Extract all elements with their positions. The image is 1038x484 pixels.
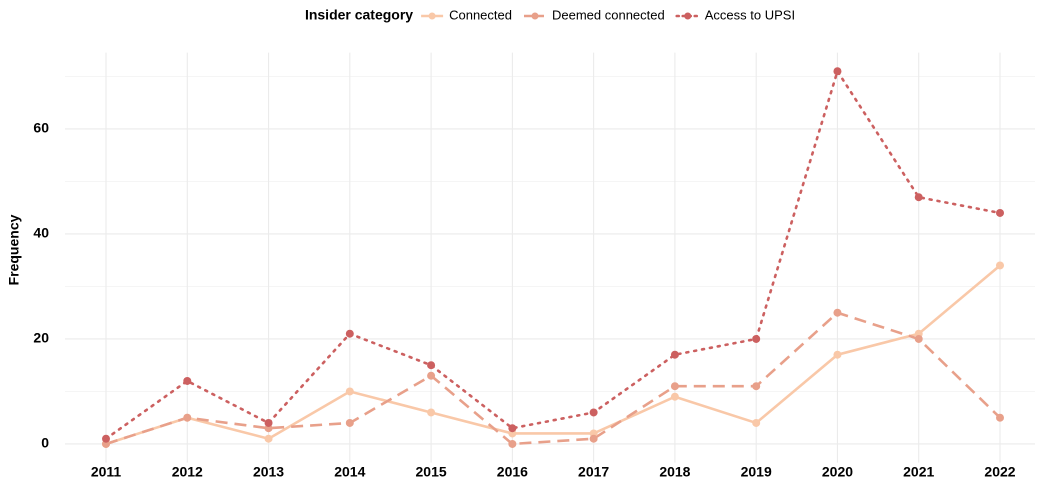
x-tick-label: 2022 <box>984 464 1015 480</box>
data-point <box>508 439 517 448</box>
y-tick-label: 40 <box>33 225 49 241</box>
legend-key-point <box>684 12 692 20</box>
x-tick-label: 2019 <box>741 464 772 480</box>
legend-label: Deemed connected <box>552 7 665 22</box>
x-tick-label: 2011 <box>91 464 122 480</box>
x-tick-label: 2020 <box>822 464 853 480</box>
data-point <box>996 261 1004 270</box>
data-point <box>670 350 679 359</box>
data-point <box>508 424 517 433</box>
x-tick-label: 2013 <box>253 464 284 480</box>
data-point <box>752 418 761 427</box>
data-point <box>670 392 679 401</box>
y-tick-label: 0 <box>41 435 49 451</box>
data-point <box>996 413 1004 422</box>
data-point <box>183 413 192 422</box>
legend-item: Access to UPSI <box>675 7 795 22</box>
legend: Insider category Connected Deemed connecte… <box>305 7 795 23</box>
data-point <box>427 371 436 380</box>
legend-label: Connected <box>449 7 512 22</box>
legend-key-point <box>531 12 539 20</box>
legend-title: Insider category <box>305 7 413 23</box>
x-tick-label: 2012 <box>172 464 203 480</box>
series-line <box>105 264 1001 446</box>
x-tick-label: 2016 <box>497 464 528 480</box>
legend-item: Connected <box>421 7 512 22</box>
data-point <box>183 376 192 385</box>
data-point <box>914 334 923 343</box>
y-tick-label: 20 <box>33 330 49 346</box>
data-point <box>752 334 761 343</box>
x-tick-label: 2014 <box>334 464 365 480</box>
data-point <box>345 387 354 396</box>
data-point <box>345 329 354 338</box>
series-line <box>104 68 1002 441</box>
x-tick-label: 2021 <box>903 464 934 480</box>
data-point <box>996 208 1004 217</box>
data-point <box>427 408 436 417</box>
y-tick-label: 60 <box>33 120 49 136</box>
data-point <box>589 434 598 443</box>
x-tick-label: 2015 <box>416 464 447 480</box>
y-axis-label: Frequency <box>6 214 22 285</box>
data-point <box>427 361 436 370</box>
data-point <box>264 418 273 427</box>
series-line <box>105 311 1001 446</box>
data-point <box>670 382 679 391</box>
legend-key-point <box>428 12 436 20</box>
data-point <box>345 418 354 427</box>
data-point <box>914 193 923 202</box>
x-tick-label: 2017 <box>578 464 609 480</box>
data-point <box>752 382 761 391</box>
data-point <box>589 408 598 417</box>
data-point <box>833 67 842 76</box>
legend-label: Access to UPSI <box>705 7 795 22</box>
data-point <box>833 308 842 317</box>
legend-item: Deemed connected <box>523 7 665 22</box>
data-point <box>264 434 273 443</box>
data-point <box>102 434 110 443</box>
x-tick-label: 2018 <box>659 464 690 480</box>
data-point <box>833 350 842 359</box>
